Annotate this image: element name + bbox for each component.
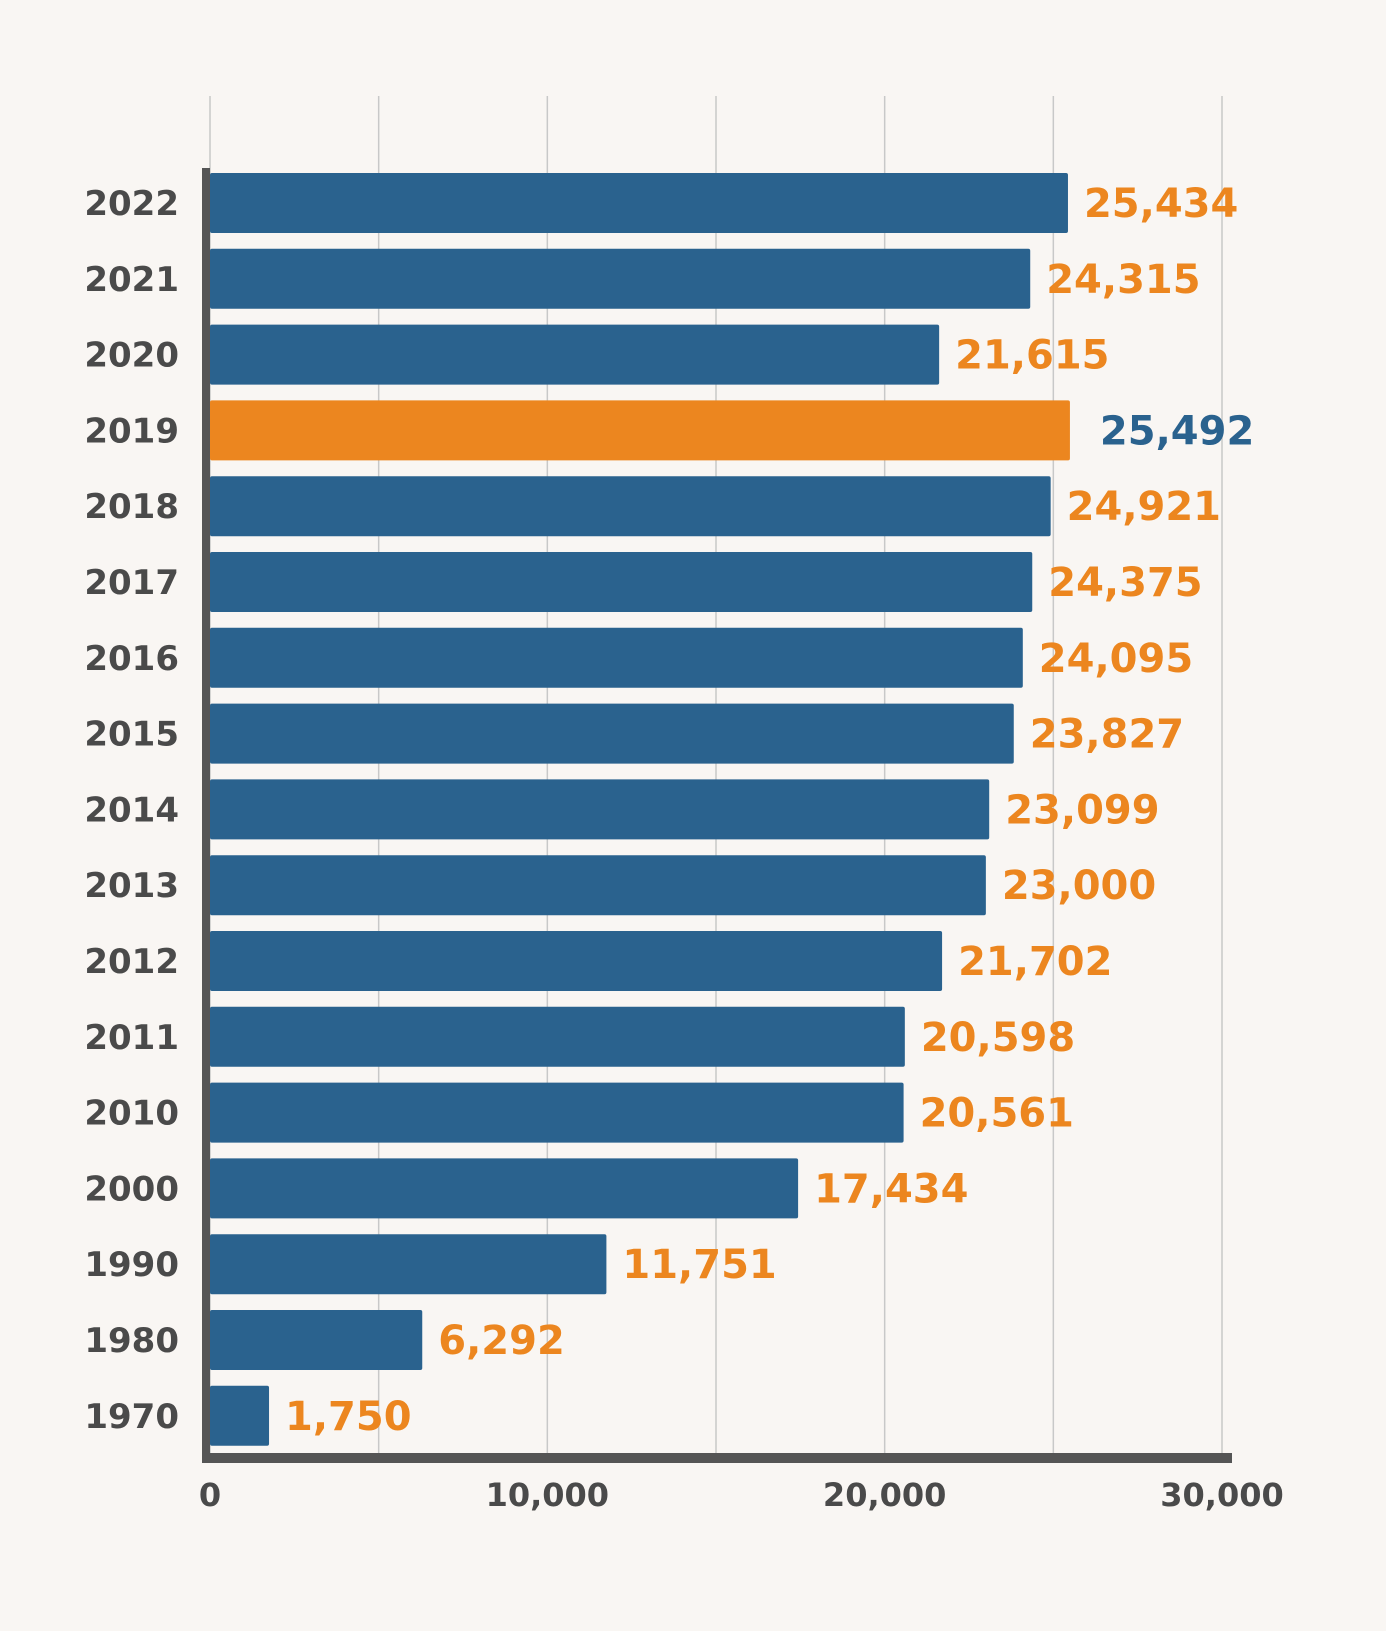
axes <box>202 168 1232 1463</box>
value-label-2015: 23,827 <box>1030 712 1184 758</box>
value-label-2020: 21,615 <box>955 333 1109 379</box>
bar-2012 <box>210 931 943 991</box>
bar-2019 <box>210 400 1070 461</box>
year-label-1980: 1980 <box>84 1321 179 1361</box>
value-label-1970: 1,750 <box>285 1394 412 1440</box>
bar-2016 <box>210 627 1023 688</box>
value-label-1990: 11,751 <box>622 1242 776 1288</box>
y-axis-line <box>202 168 210 1459</box>
year-label-2011: 2011 <box>84 1018 179 1058</box>
bar-2014 <box>210 779 990 840</box>
year-label-2012: 2012 <box>84 942 179 982</box>
bar-2011 <box>210 1006 905 1067</box>
bar-2010 <box>210 1082 904 1143</box>
bar-2015 <box>210 703 1014 764</box>
year-label-2014: 2014 <box>84 790 179 830</box>
bar-1970 <box>210 1385 270 1446</box>
value-label-2021: 24,315 <box>1046 257 1200 303</box>
value-label-2012: 21,702 <box>958 939 1112 985</box>
value-label-2010: 20,561 <box>920 1091 1074 1137</box>
bar-2021 <box>210 248 1031 309</box>
year-label-2013: 2013 <box>84 866 179 906</box>
bar-1980 <box>210 1310 423 1370</box>
value-label-2018: 24,921 <box>1067 484 1221 530</box>
bars <box>210 173 1070 1446</box>
x-tick-label: 30,000 <box>1160 1476 1283 1514</box>
year-label-2017: 2017 <box>84 563 179 603</box>
year-label-2022: 2022 <box>84 184 179 224</box>
value-labels: 25,434 24,315 21,615 25,492 24,921 24,375 24,0… <box>285 181 1254 1440</box>
bar-2000 <box>210 1158 799 1219</box>
year-label-2018: 2018 <box>84 487 179 527</box>
bar-1990 <box>210 1234 607 1295</box>
year-label-2000: 2000 <box>84 1169 179 1209</box>
value-label-2000: 17,434 <box>814 1166 968 1212</box>
value-label-2016: 24,095 <box>1039 636 1193 682</box>
x-tick-label: 20,000 <box>823 1476 946 1514</box>
x-axis-line <box>202 1453 1232 1463</box>
value-label-1980: 6,292 <box>438 1318 565 1364</box>
year-label-1970: 1970 <box>84 1397 179 1437</box>
x-tick-label: 10,000 <box>486 1476 609 1514</box>
year-label-2015: 2015 <box>84 715 179 755</box>
year-label-2019: 2019 <box>84 411 179 451</box>
value-label-2011: 20,598 <box>921 1015 1075 1061</box>
value-label-2019: 25,492 <box>1100 408 1254 454</box>
year-label-2020: 2020 <box>84 336 179 376</box>
bar-2018 <box>210 476 1051 537</box>
year-label-2010: 2010 <box>84 1094 179 1134</box>
value-label-2017: 24,375 <box>1048 560 1202 606</box>
year-label-2021: 2021 <box>84 260 179 300</box>
value-label-2022: 25,434 <box>1084 181 1238 227</box>
bar-2013 <box>210 855 986 916</box>
year-labels: 2022 2021 2020 2019 2018 2017 2016 2015 2014 2013… <box>84 184 179 1437</box>
value-label-2014: 23,099 <box>1005 787 1159 833</box>
bar-2022 <box>210 173 1068 233</box>
bar-2017 <box>210 552 1033 612</box>
x-tick-label: 0 <box>199 1476 221 1514</box>
bar-2020 <box>210 324 940 385</box>
year-label-1990: 1990 <box>84 1245 179 1285</box>
value-label-2013: 23,000 <box>1002 863 1156 909</box>
year-label-2016: 2016 <box>84 639 179 679</box>
x-tick-labels: 0 10,000 20,000 30,000 <box>199 1476 1284 1514</box>
